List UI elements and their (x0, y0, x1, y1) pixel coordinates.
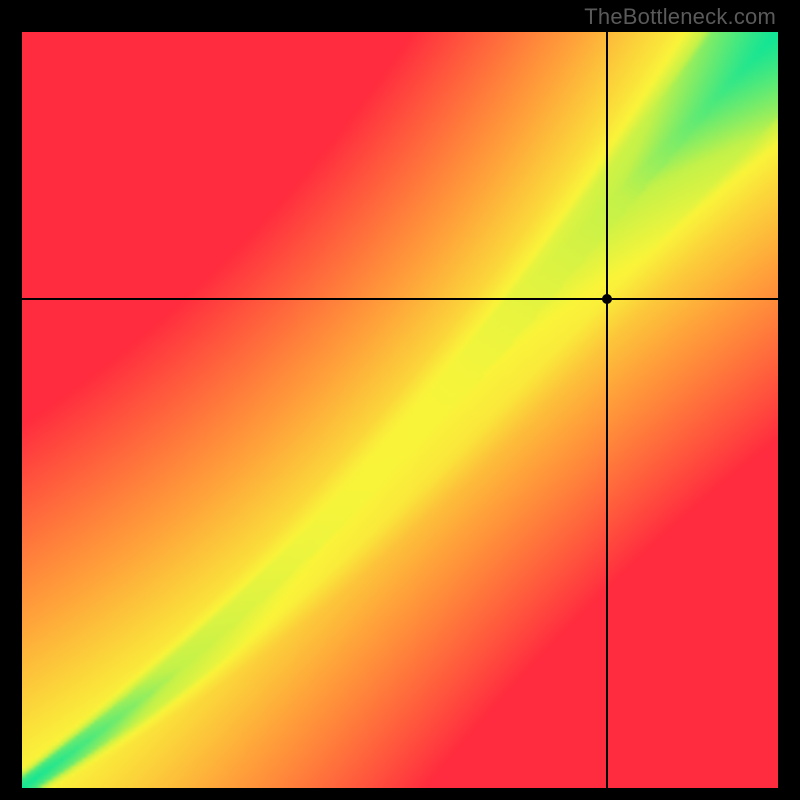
heatmap-plot (22, 32, 778, 788)
watermark-text: TheBottleneck.com (584, 4, 776, 30)
crosshair-marker (602, 294, 612, 304)
heatmap-canvas (22, 32, 778, 788)
chart-container: TheBottleneck.com (0, 0, 800, 800)
crosshair-horizontal (22, 298, 778, 300)
crosshair-vertical (606, 32, 608, 788)
